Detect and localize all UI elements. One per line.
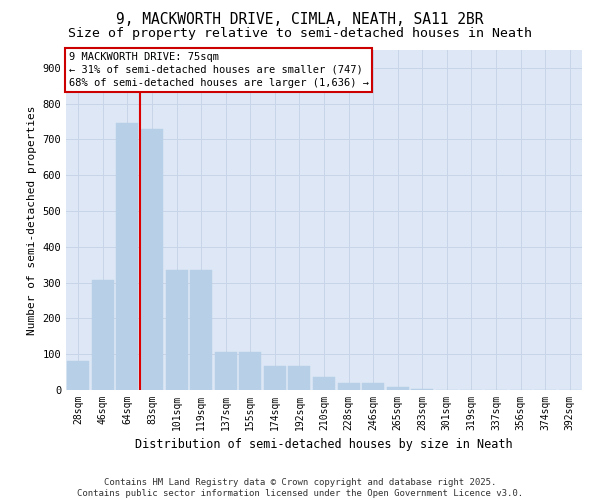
Bar	[116, 122, 139, 390]
Bar	[141, 128, 163, 390]
Bar	[264, 366, 286, 390]
Text: 9, MACKWORTH DRIVE, CIMLA, NEATH, SA11 2BR: 9, MACKWORTH DRIVE, CIMLA, NEATH, SA11 2…	[116, 12, 484, 28]
X-axis label: Distribution of semi-detached houses by size in Neath: Distribution of semi-detached houses by …	[135, 438, 513, 452]
Bar	[338, 383, 359, 390]
Y-axis label: Number of semi-detached properties: Number of semi-detached properties	[27, 106, 37, 335]
Text: Contains HM Land Registry data © Crown copyright and database right 2025.
Contai: Contains HM Land Registry data © Crown c…	[77, 478, 523, 498]
Bar	[190, 270, 212, 390]
Bar	[289, 366, 310, 390]
Bar	[215, 352, 237, 390]
Bar	[411, 389, 433, 390]
Bar	[313, 378, 335, 390]
Bar	[67, 362, 89, 390]
Bar	[239, 352, 262, 390]
Bar	[362, 383, 384, 390]
Text: 9 MACKWORTH DRIVE: 75sqm
← 31% of semi-detached houses are smaller (747)
68% of : 9 MACKWORTH DRIVE: 75sqm ← 31% of semi-d…	[68, 52, 368, 88]
Bar	[166, 270, 188, 390]
Bar	[386, 387, 409, 390]
Text: Size of property relative to semi-detached houses in Neath: Size of property relative to semi-detach…	[68, 28, 532, 40]
Bar	[92, 280, 114, 390]
